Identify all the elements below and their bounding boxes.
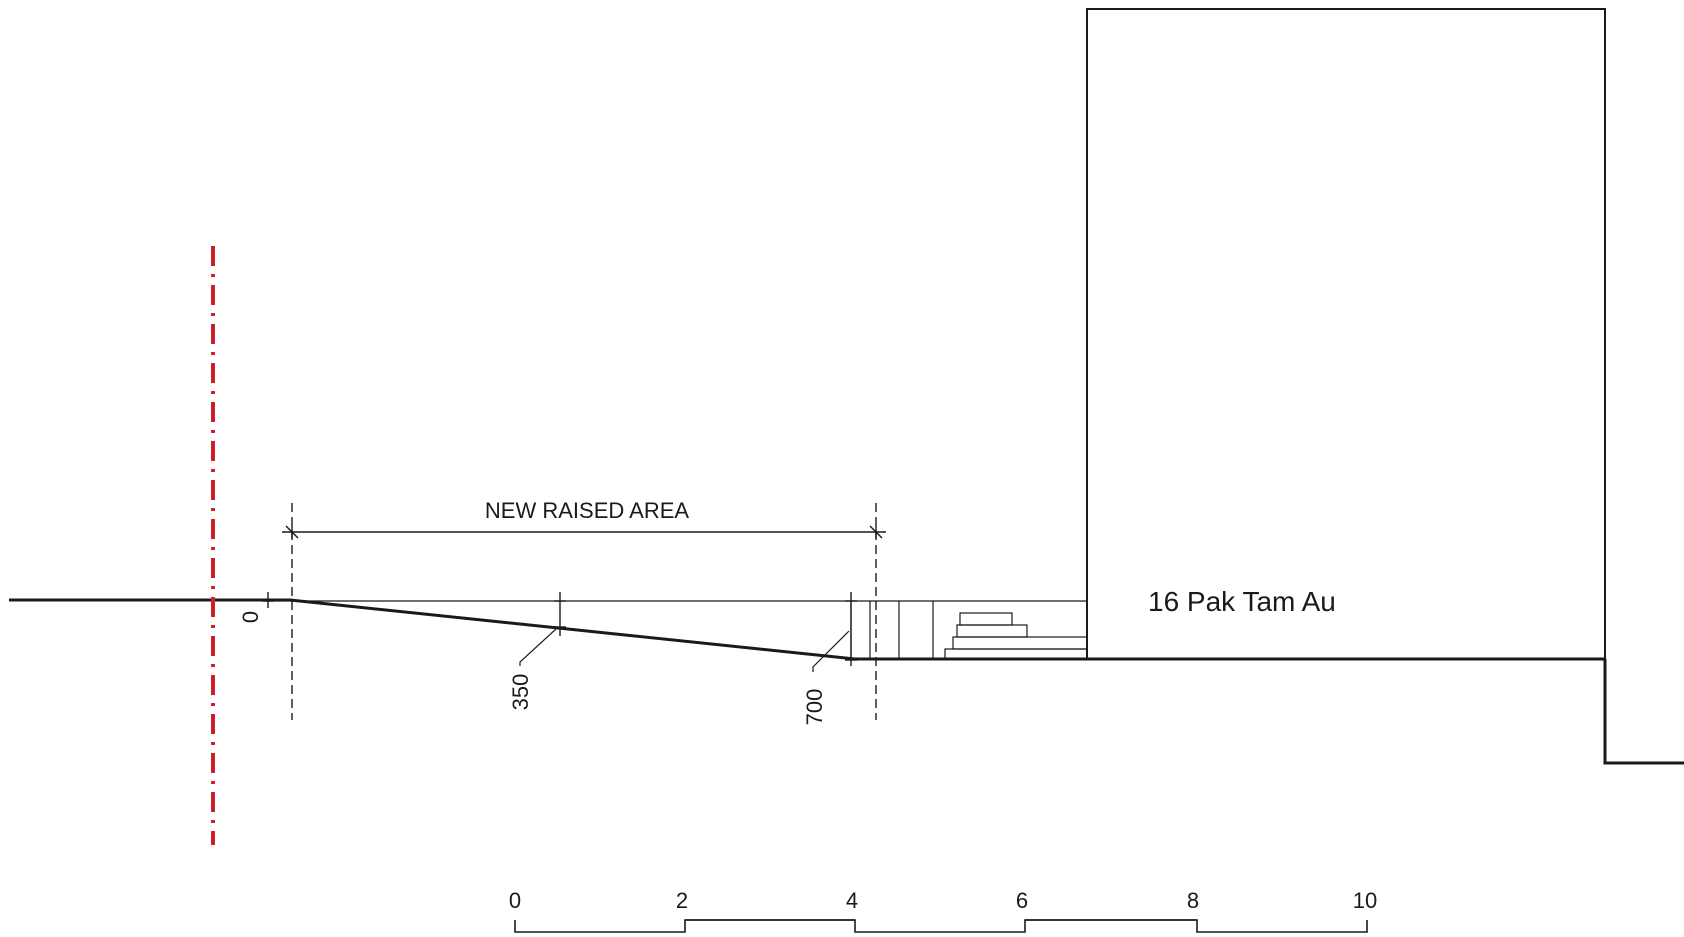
scale-tick-10: 10 bbox=[1353, 888, 1377, 913]
extension-lines bbox=[291, 503, 877, 720]
level-markers bbox=[262, 592, 857, 666]
scale-bar bbox=[514, 919, 1368, 933]
scale-tick-2: 2 bbox=[676, 888, 688, 913]
right-ground-step bbox=[1603, 659, 1684, 765]
building-outline bbox=[1086, 8, 1606, 660]
step-hatching bbox=[850, 601, 934, 659]
dimension-label: NEW RAISED AREA bbox=[485, 498, 689, 523]
level-label-350: 350 bbox=[508, 674, 533, 711]
scale-tick-4: 4 bbox=[846, 888, 858, 913]
scale-tick-8: 8 bbox=[1187, 888, 1199, 913]
level-leaders bbox=[519, 628, 850, 672]
scale-bar-labels: 0 2 4 6 8 10 bbox=[509, 888, 1377, 913]
level-label-0: 0 bbox=[238, 611, 263, 623]
scale-tick-0: 0 bbox=[509, 888, 521, 913]
stair-blocks bbox=[944, 612, 1088, 660]
level-label-700: 700 bbox=[802, 689, 827, 726]
dimension-line bbox=[282, 525, 886, 539]
slope-line bbox=[289, 598, 856, 661]
building-label: 16 Pak Tam Au bbox=[1148, 586, 1336, 617]
scale-tick-6: 6 bbox=[1016, 888, 1028, 913]
